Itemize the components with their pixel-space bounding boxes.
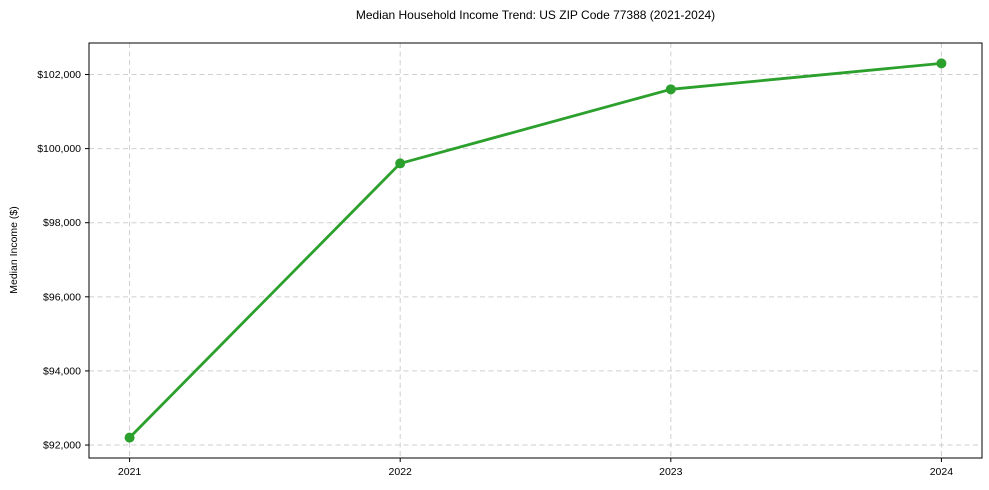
data-point bbox=[395, 158, 406, 169]
x-tick-label: 2021 bbox=[118, 466, 142, 478]
data-point bbox=[936, 58, 947, 69]
trend-line bbox=[128, 61, 943, 440]
y-tick-label: $102,000 bbox=[37, 69, 81, 81]
y-tick-label: $96,000 bbox=[43, 291, 81, 303]
y-tick-label: $94,000 bbox=[43, 365, 81, 377]
y-tick-label: $100,000 bbox=[37, 143, 81, 155]
y-tick-label: $92,000 bbox=[43, 440, 81, 452]
data-point bbox=[124, 432, 135, 443]
x-tick-label: 2024 bbox=[930, 466, 954, 478]
data-point bbox=[665, 84, 676, 95]
x-tick-label: 2023 bbox=[659, 466, 683, 478]
y-tick-label: $98,000 bbox=[43, 217, 81, 229]
x-tick-label: 2022 bbox=[389, 466, 413, 478]
plot-border bbox=[88, 42, 983, 459]
chart-title: Median Household Income Trend: US ZIP Co… bbox=[355, 8, 716, 22]
